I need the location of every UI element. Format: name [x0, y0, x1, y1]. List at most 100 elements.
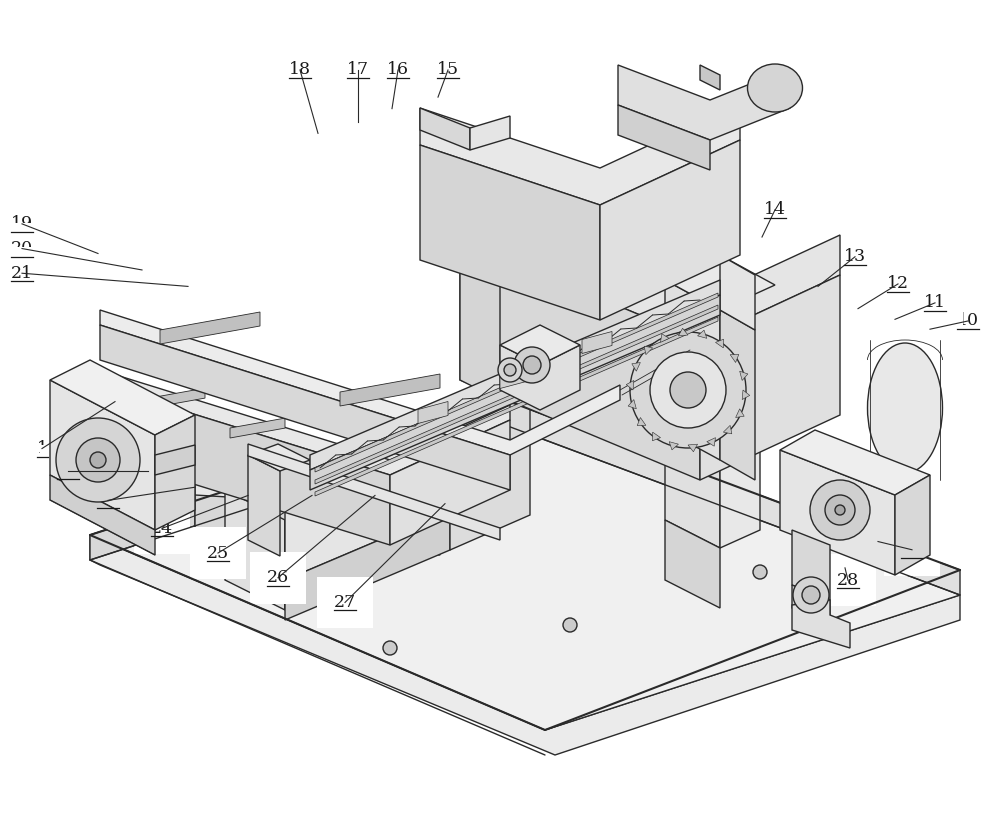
- Polygon shape: [150, 400, 435, 535]
- Text: 14: 14: [764, 202, 786, 218]
- Circle shape: [650, 352, 726, 428]
- Polygon shape: [50, 475, 155, 555]
- Polygon shape: [665, 280, 720, 460]
- Polygon shape: [707, 438, 716, 446]
- Polygon shape: [618, 65, 790, 140]
- Text: 15: 15: [437, 62, 459, 78]
- Polygon shape: [155, 445, 195, 475]
- Polygon shape: [50, 360, 195, 435]
- Polygon shape: [315, 293, 718, 472]
- Text: 26: 26: [267, 570, 289, 586]
- Polygon shape: [310, 295, 720, 490]
- Polygon shape: [155, 415, 195, 530]
- Circle shape: [56, 418, 140, 502]
- Text: 18: 18: [289, 62, 311, 78]
- Polygon shape: [665, 430, 720, 548]
- Polygon shape: [460, 200, 500, 400]
- Polygon shape: [420, 145, 600, 320]
- Text: 29: 29: [901, 542, 923, 558]
- Polygon shape: [460, 200, 840, 340]
- Polygon shape: [698, 330, 707, 338]
- Text: 12: 12: [887, 276, 909, 292]
- Polygon shape: [230, 418, 285, 438]
- Polygon shape: [90, 535, 960, 755]
- Polygon shape: [652, 432, 660, 441]
- Polygon shape: [248, 455, 280, 556]
- Polygon shape: [730, 355, 739, 362]
- Text: 24: 24: [151, 520, 173, 537]
- Polygon shape: [195, 495, 440, 555]
- Circle shape: [825, 495, 855, 525]
- Polygon shape: [720, 255, 755, 330]
- Circle shape: [523, 356, 541, 374]
- Polygon shape: [895, 475, 930, 575]
- Polygon shape: [618, 105, 710, 170]
- Polygon shape: [420, 103, 740, 205]
- Polygon shape: [780, 450, 895, 575]
- Polygon shape: [285, 510, 310, 610]
- Polygon shape: [500, 325, 580, 365]
- Ellipse shape: [868, 343, 942, 473]
- Polygon shape: [248, 444, 500, 540]
- Polygon shape: [90, 400, 505, 560]
- Circle shape: [630, 332, 746, 448]
- Polygon shape: [100, 325, 510, 490]
- Polygon shape: [285, 430, 450, 580]
- Text: 27: 27: [334, 594, 356, 611]
- Polygon shape: [669, 442, 678, 450]
- Polygon shape: [390, 420, 510, 545]
- Text: 22: 22: [57, 463, 79, 479]
- Circle shape: [810, 480, 870, 540]
- Polygon shape: [792, 530, 830, 600]
- Polygon shape: [310, 448, 365, 468]
- Polygon shape: [792, 585, 830, 623]
- Polygon shape: [600, 140, 740, 320]
- Polygon shape: [225, 490, 285, 610]
- Polygon shape: [50, 380, 155, 530]
- Circle shape: [563, 618, 577, 632]
- Circle shape: [90, 452, 106, 468]
- Circle shape: [333, 483, 347, 497]
- Polygon shape: [644, 346, 653, 355]
- Polygon shape: [500, 366, 530, 388]
- Circle shape: [753, 565, 767, 579]
- Polygon shape: [723, 425, 732, 434]
- Polygon shape: [90, 400, 960, 730]
- Polygon shape: [740, 371, 748, 380]
- Polygon shape: [720, 440, 760, 548]
- Circle shape: [504, 364, 516, 376]
- Polygon shape: [505, 400, 960, 595]
- Polygon shape: [626, 380, 634, 390]
- Polygon shape: [150, 388, 205, 408]
- Polygon shape: [632, 362, 640, 371]
- Circle shape: [743, 448, 757, 462]
- Text: 23: 23: [97, 492, 119, 509]
- Text: 11: 11: [924, 295, 946, 311]
- Polygon shape: [420, 108, 470, 150]
- Text: 17: 17: [347, 62, 369, 78]
- Text: 21: 21: [11, 265, 33, 281]
- Polygon shape: [195, 430, 255, 570]
- Polygon shape: [678, 328, 688, 336]
- Circle shape: [793, 577, 829, 613]
- Polygon shape: [100, 370, 510, 475]
- Polygon shape: [720, 310, 755, 480]
- Circle shape: [568, 398, 582, 412]
- Polygon shape: [460, 240, 700, 480]
- Polygon shape: [248, 444, 310, 471]
- Text: 1: 1: [36, 440, 48, 457]
- Polygon shape: [160, 312, 260, 344]
- Text: 19: 19: [11, 216, 33, 232]
- Polygon shape: [660, 334, 669, 342]
- Text: 13: 13: [844, 249, 866, 265]
- Polygon shape: [100, 310, 620, 455]
- Text: 25: 25: [207, 545, 229, 561]
- Polygon shape: [285, 510, 450, 620]
- Circle shape: [76, 438, 120, 482]
- Polygon shape: [700, 65, 720, 90]
- Circle shape: [802, 586, 820, 604]
- Circle shape: [193, 561, 207, 575]
- Circle shape: [514, 347, 550, 383]
- Polygon shape: [665, 520, 720, 608]
- Circle shape: [835, 505, 845, 515]
